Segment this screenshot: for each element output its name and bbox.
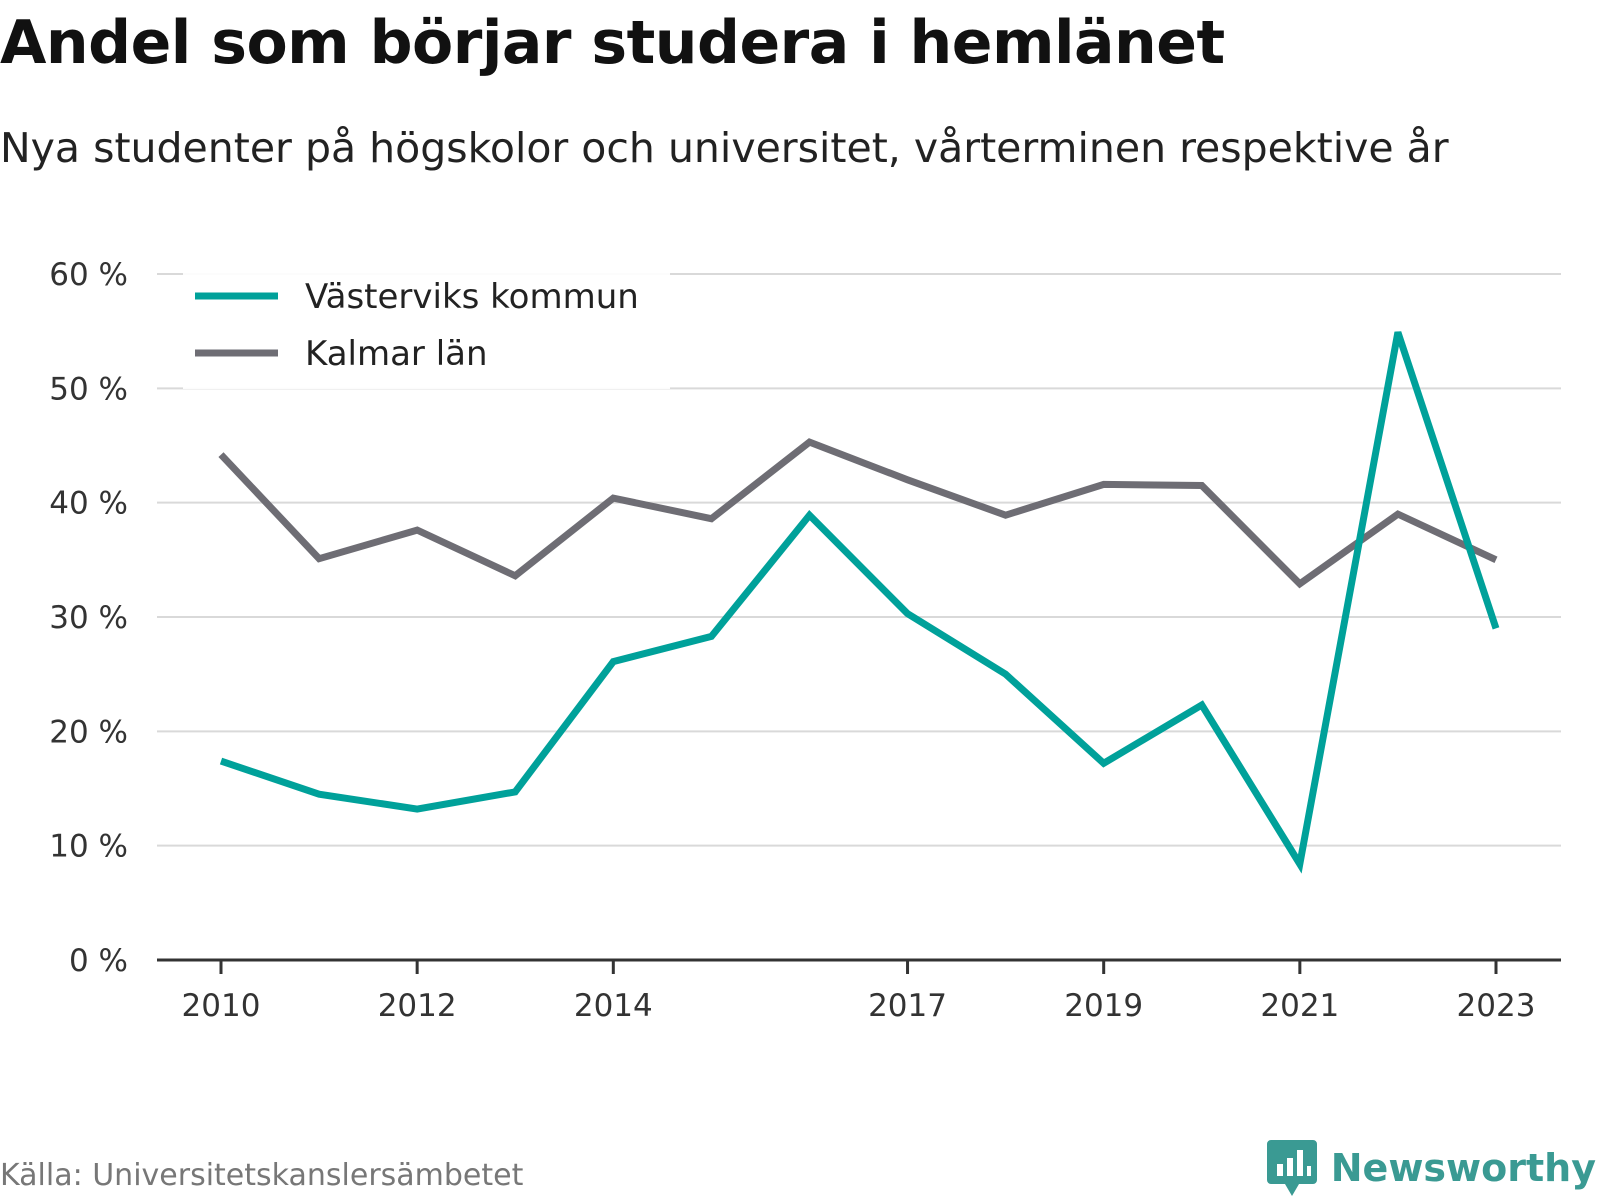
legend-background xyxy=(183,273,670,389)
y-tick-label: 20 % xyxy=(49,714,128,750)
x-tick-label: 2017 xyxy=(868,988,947,1024)
x-axis: 2010 2012 2014 2017 2019 2021 2023 xyxy=(157,958,1561,1024)
brand-logo: Newsworthy xyxy=(1266,1140,1596,1196)
x-tick-label: 2019 xyxy=(1064,988,1143,1024)
legend-label: Kalmar län xyxy=(305,334,488,374)
x-tick-label: 2014 xyxy=(574,988,653,1024)
brand-name: Newsworthy xyxy=(1330,1146,1596,1190)
series-lines xyxy=(218,331,1500,874)
x-tick-label: 2021 xyxy=(1260,988,1339,1024)
y-tick-label: 60 % xyxy=(49,257,128,293)
series-line xyxy=(219,331,1500,874)
chart-subtitle: Nya studenter på högskolor och universit… xyxy=(0,124,1449,172)
legend: Västerviks kommun Kalmar län xyxy=(183,273,670,389)
series-line xyxy=(218,438,1498,589)
x-tick-label: 2023 xyxy=(1457,988,1536,1024)
y-tick-label: 10 % xyxy=(49,829,128,865)
y-tick-label: 0 % xyxy=(69,943,128,979)
y-tick-label: 50 % xyxy=(49,371,128,407)
x-tick-label: 2012 xyxy=(378,988,457,1024)
x-tick-label: 2010 xyxy=(182,988,261,1024)
y-axis-ticks: 0 % 10 % 20 % 30 % 40 % 50 % 60 % xyxy=(49,257,128,979)
legend-label: Västerviks kommun xyxy=(305,277,639,317)
chart-bubble-icon xyxy=(1266,1140,1317,1196)
y-tick-label: 30 % xyxy=(49,600,128,636)
y-tick-label: 40 % xyxy=(49,486,128,522)
chart-title: Andel som börjar studera i hemlänet xyxy=(0,8,1225,78)
source-note: Källa: Universitetskanslersämbetet xyxy=(0,1158,524,1193)
